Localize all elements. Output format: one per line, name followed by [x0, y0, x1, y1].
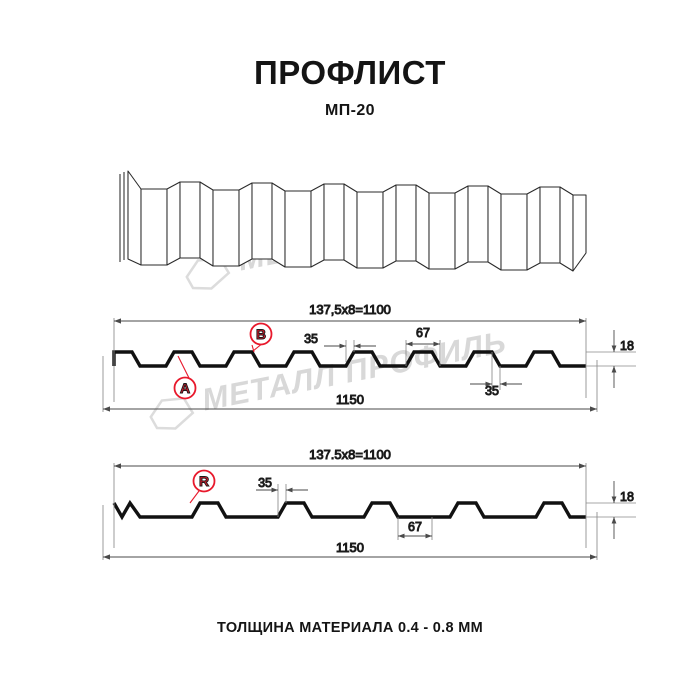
callout-a-circle	[173, 376, 197, 400]
dim-height-label: 18	[620, 339, 634, 353]
dim-35-top-label: 35	[258, 476, 272, 490]
metal-profile-logo-icon	[185, 257, 231, 290]
dim-35-top-label: 35	[304, 332, 318, 346]
product-model-label: МП-20	[325, 102, 375, 119]
dim-35-top: 35	[256, 476, 308, 517]
dim-overall-top: 137,5x8=1100	[114, 302, 586, 324]
dim-total-label: 1150	[336, 540, 364, 555]
rib-group	[127, 170, 587, 272]
dim-67-top: 67	[405, 326, 441, 366]
callout-b-circle	[249, 322, 273, 346]
dim-35-top: 35	[304, 332, 376, 362]
dim-67-bottom-label: 67	[408, 520, 422, 534]
dim-overall-label: 137,5x8=1100	[309, 302, 391, 317]
dim-height-18: 18	[586, 481, 636, 539]
callout-b-label: B	[256, 326, 266, 342]
dim-35-bottom: 35	[470, 352, 522, 399]
callout-a: A	[173, 355, 197, 400]
dim-height-label: 18	[620, 490, 634, 504]
title-block: ПРОФЛИСТ МП-20	[0, 56, 700, 120]
callout-r: R	[189, 469, 216, 504]
callout-r-leader	[189, 490, 200, 504]
metal-profile-logo-icon	[149, 397, 195, 430]
profile-outline	[112, 499, 586, 521]
dim-overall-top: 137.5x8=1100	[114, 447, 586, 469]
callout-r-label: R	[199, 473, 209, 489]
dim-67-top-label: 67	[416, 326, 430, 340]
profile-outline	[112, 350, 586, 368]
material-thickness-note: ТОЛЩИНА МАТЕРИАЛА 0.4 - 0.8 ММ	[217, 620, 483, 636]
callout-r-circle	[192, 469, 216, 493]
dim-total-bottom: 1150	[103, 392, 597, 412]
dim-35-bottom-label: 35	[485, 384, 499, 398]
dim-67-bottom: 67	[397, 517, 433, 540]
dim-overall-label: 137.5x8=1100	[309, 447, 391, 462]
dim-height-18: 18	[586, 330, 636, 388]
dim-total-bottom: 1150	[103, 540, 597, 560]
callout-a-leader	[177, 355, 191, 381]
callout-a-label: A	[180, 380, 190, 396]
callout-b: B	[249, 322, 273, 353]
dim-total-label: 1150	[336, 392, 364, 407]
page-title: ПРОФЛИСТ	[254, 54, 446, 91]
